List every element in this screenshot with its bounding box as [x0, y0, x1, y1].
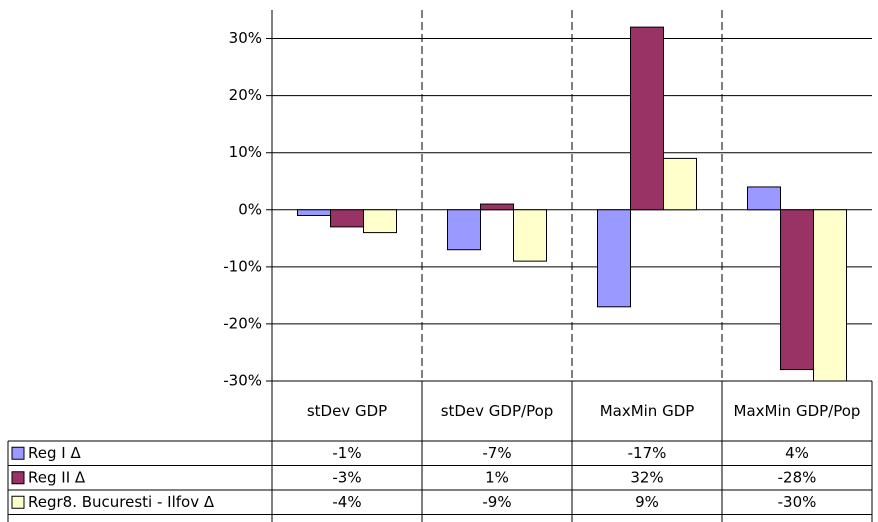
bar [813, 209, 847, 382]
bar [447, 209, 481, 251]
table-value: -17% [628, 444, 667, 462]
bar [780, 209, 814, 371]
bar [663, 157, 697, 211]
x-tick-label-box: MaxMin GDP/Pop [733, 402, 861, 420]
legend-label: Regr8. Bucuresti - Ilfov Δ [28, 493, 215, 511]
y-tick-label: -20% [223, 314, 262, 332]
x-tick-label-box: stDev GDP/Pop [440, 402, 554, 420]
table-value: -28% [778, 468, 817, 486]
table-value: 32% [630, 468, 663, 486]
y-tick-label: 0% [238, 200, 262, 218]
x-tick-label-box: MaxMin GDP [599, 402, 695, 420]
y-tick-label: 10% [229, 143, 262, 161]
bar [747, 186, 781, 211]
y-tick-label: -10% [223, 257, 262, 275]
x-tick-label: stDev GDP/Pop [440, 402, 554, 420]
legend-swatch [11, 495, 25, 509]
bar [480, 203, 514, 211]
table-value: -30% [778, 493, 817, 511]
table-value: 1% [485, 468, 509, 486]
bar [297, 209, 331, 216]
y-tick-label: 20% [229, 86, 262, 104]
bar [330, 209, 364, 228]
x-tick-label: stDev GDP [306, 402, 388, 420]
table-value: 9% [635, 493, 659, 511]
bar [630, 26, 664, 211]
table-value: -3% [332, 468, 361, 486]
table-value: -4% [332, 493, 361, 511]
x-tick-label: MaxMin GDP/Pop [733, 402, 861, 420]
table-value: -9% [482, 493, 511, 511]
table-value: -7% [482, 444, 511, 462]
legend-swatch [11, 446, 25, 460]
y-tick-label: 30% [229, 29, 262, 47]
bar [513, 209, 547, 262]
bar [363, 209, 397, 234]
legend-swatch [11, 471, 25, 485]
legend-label: Reg I Δ [28, 444, 81, 462]
x-tick-label-box: stDev GDP [306, 402, 388, 420]
y-tick-label: -30% [223, 372, 262, 390]
x-tick-label: MaxMin GDP [599, 402, 695, 420]
legend-label: Reg II Δ [28, 468, 86, 486]
table-value: 4% [785, 444, 809, 462]
bar [597, 209, 631, 308]
table-value: -1% [332, 444, 361, 462]
